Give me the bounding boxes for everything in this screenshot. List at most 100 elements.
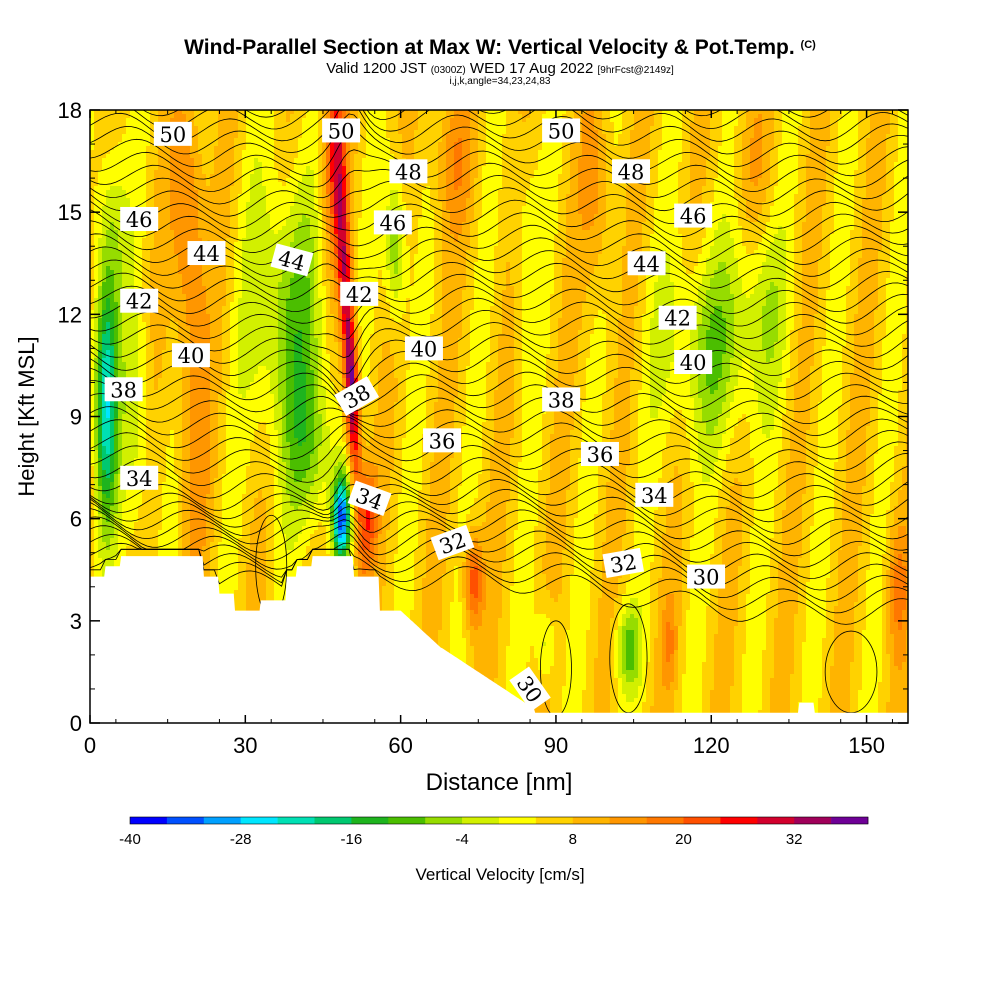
w-cell — [110, 274, 115, 279]
w-cell — [194, 466, 199, 471]
w-cell — [174, 382, 179, 387]
w-cell — [122, 122, 127, 127]
w-cell — [114, 518, 119, 523]
w-cell — [158, 386, 163, 391]
w-cell — [146, 438, 151, 443]
w-cell — [126, 278, 131, 283]
w-cell — [150, 234, 155, 239]
w-cell — [210, 470, 215, 475]
w-cell — [94, 142, 99, 147]
w-cell — [202, 278, 207, 283]
w-cell — [118, 162, 123, 167]
w-cell — [94, 278, 99, 283]
w-cell — [194, 314, 199, 319]
w-cell — [98, 446, 103, 451]
w-cell — [214, 450, 219, 455]
w-cell — [194, 266, 199, 271]
w-cell — [194, 470, 199, 475]
w-cell — [90, 470, 95, 475]
w-cell — [170, 278, 175, 283]
w-cell — [202, 546, 207, 551]
w-cell — [190, 322, 195, 327]
w-cell — [102, 298, 107, 303]
w-cell — [186, 174, 191, 179]
w-cell — [102, 118, 107, 123]
w-cell — [202, 442, 207, 447]
w-cell — [210, 110, 215, 115]
w-cell — [130, 166, 135, 171]
w-cell — [190, 442, 195, 447]
w-cell — [150, 246, 155, 251]
w-cell — [94, 442, 99, 447]
w-cell — [154, 342, 159, 347]
w-cell — [102, 398, 107, 403]
w-cell — [174, 398, 179, 403]
w-cell — [166, 450, 171, 455]
w-cell — [158, 166, 163, 171]
w-cell — [214, 546, 219, 551]
w-cell — [206, 286, 211, 291]
w-cell — [214, 430, 219, 435]
w-cell — [154, 230, 159, 235]
w-cell — [114, 174, 119, 179]
w-cell — [130, 274, 135, 279]
w-cell — [138, 442, 143, 447]
w-cell — [162, 306, 167, 311]
w-cell — [214, 174, 219, 179]
w-cell — [118, 274, 123, 279]
w-cell — [114, 230, 119, 235]
w-cell — [198, 266, 203, 271]
w-cell — [214, 526, 219, 531]
w-cell — [218, 346, 223, 351]
w-cell — [102, 314, 107, 319]
w-cell — [130, 278, 135, 283]
w-cell — [198, 318, 203, 323]
w-cell — [110, 114, 115, 119]
w-cell — [206, 438, 211, 443]
w-cell — [118, 514, 123, 519]
w-cell — [126, 506, 131, 511]
w-cell — [114, 178, 119, 183]
w-cell — [110, 142, 115, 147]
w-cell — [118, 370, 123, 375]
w-cell — [98, 330, 103, 335]
w-cell — [130, 366, 135, 371]
w-cell — [158, 498, 163, 503]
w-cell — [138, 350, 143, 355]
w-cell — [158, 234, 163, 239]
w-cell — [158, 298, 163, 303]
w-cell — [102, 230, 107, 235]
w-cell — [206, 238, 211, 243]
w-cell — [166, 206, 171, 211]
w-cell — [182, 386, 187, 391]
w-cell — [126, 274, 131, 279]
w-cell — [90, 382, 95, 387]
w-cell — [190, 434, 195, 439]
w-cell — [202, 146, 207, 151]
w-cell — [190, 518, 195, 523]
w-cell — [126, 134, 131, 139]
w-cell — [150, 518, 155, 523]
w-cell — [194, 550, 199, 555]
w-cell — [138, 142, 143, 147]
w-cell — [118, 450, 123, 455]
w-cell — [186, 162, 191, 167]
w-cell — [90, 114, 95, 119]
w-cell — [206, 530, 211, 535]
w-cell — [194, 410, 199, 415]
w-cell — [202, 514, 207, 519]
w-cell — [198, 238, 203, 243]
w-cell — [166, 118, 171, 123]
w-cell — [190, 510, 195, 515]
w-cell — [134, 406, 139, 411]
w-cell — [106, 366, 111, 371]
w-cell — [106, 466, 111, 471]
w-cell — [98, 522, 103, 527]
w-cell — [206, 222, 211, 227]
w-cell — [90, 222, 95, 227]
w-cell — [218, 226, 223, 231]
w-cell — [138, 110, 143, 115]
w-cell — [134, 286, 139, 291]
w-cell — [210, 542, 215, 547]
w-cell — [94, 178, 99, 183]
